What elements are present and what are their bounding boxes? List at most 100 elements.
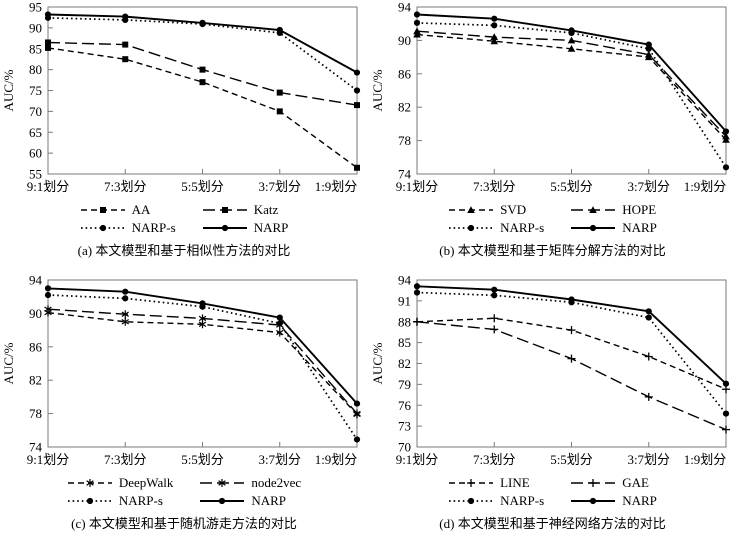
chart-a: 55 60 65 70 75 80 85 90 95 9:1划分 7:3划分 5:5划分 3:7划分 1:… [0,0,368,273]
x-tick-label: 1:9划分 [683,452,726,467]
legend-sample-solid [571,224,616,231]
series-line-NARP-s [47,294,358,440]
legend-label: node2vec [251,475,302,490]
circle-marker [413,283,420,290]
x-tick-label: 3:7划分 [627,452,670,467]
chart-c-caption: (c) 本文模型和基于随机游走方法的对比 [71,516,297,531]
legend-label: NARP-s [500,493,545,508]
circle-marker [122,295,129,302]
triangle-marker [489,33,498,41]
triangle-marker [721,132,730,140]
square-marker [45,39,51,46]
triangle-marker [467,205,475,213]
circle-marker [468,224,475,231]
y-axis-label: AUC/% [370,69,385,111]
chart-b: 74 78 82 86 90 94 9:1划分 7:3划分 5:5划分 3:7划分 1:9划分 AUC… [368,0,737,273]
chart-b-caption: (b) 本文模型和基于矩阵分解方法的对比 [439,243,666,258]
y-tick-label: 78 [29,406,42,421]
legend-sample-short-dash [67,478,112,487]
circle-marker [199,19,206,26]
y-tick-label: 91 [398,293,411,308]
asterisk-marker [218,478,227,487]
chart-c-plot: 74 78 82 86 90 94 9:1划分 7:3划分 5:5划分 3:7划分 1:9划分 AUC… [1,273,361,467]
plus-marker [589,478,598,487]
y-tick-label: 79 [398,377,411,392]
y-tick-label: 74 [398,167,412,182]
asterisk-marker [121,310,129,319]
plus-marker [644,352,653,361]
x-tick-label: 1:9划分 [683,179,726,194]
circle-marker [276,314,283,321]
y-tick-label: 85 [29,41,42,56]
circle-marker [490,292,497,299]
square-marker [199,66,206,73]
circle-marker [353,69,361,76]
legend-item-SVD: SVD [448,202,544,217]
y-tick-label: 94 [29,273,43,288]
y-tick-label: 65 [29,125,42,140]
series-line-NARP-s [47,17,358,92]
circle-marker [413,11,420,18]
square-marker [354,164,360,171]
circle-marker [722,410,729,417]
y-tick-label: 80 [29,62,42,77]
circle-marker [645,41,652,48]
legend-label: NARP-s [500,220,545,235]
y-tick-label: 82 [398,100,411,115]
legend-item-NARP-s: NARP-s [80,220,176,235]
y-tick-label: 75 [29,83,42,98]
x-tick-label: 5:5划分 [550,452,593,467]
legend-item-NARP: NARP [202,220,289,235]
circle-marker [353,87,361,94]
x-tick-label: 9:1划分 [27,452,70,467]
legend-sample-short-dash [449,205,494,213]
x-tick-label: 7:3划分 [104,452,147,467]
legend-label: HOPE [622,202,657,217]
asterisk-marker [276,328,284,337]
triangle-marker [589,205,597,213]
circle-marker [468,497,475,504]
series-line-NARP-s [416,22,727,168]
legend-label: NARP [253,220,289,235]
circle-marker [490,286,497,293]
legend-sample-long-dash [202,206,247,213]
chart-b-legend: SVD HOPE NARP-s NARP [448,202,657,235]
square-marker [122,56,129,63]
plus-marker [467,478,476,487]
asterisk-marker [198,314,207,323]
x-tick-label: 5:5划分 [181,452,224,467]
circle-marker [44,291,52,299]
legend-label: NARP [622,220,657,235]
y-tick-label: 82 [29,373,42,388]
circle-marker [413,289,420,296]
asterisk-marker [353,409,361,418]
triangle-marker [412,27,421,35]
legend-label: NARP-s [131,220,176,235]
chart-c: 74 78 82 86 90 94 9:1划分 7:3划分 5:5划分 3:7划分 1:9划分 AUC… [0,273,368,547]
circle-marker [99,224,106,231]
series-line-AA [47,47,358,169]
y-tick-label: 95 [29,0,42,15]
x-tick-label: 7:3划分 [472,452,515,467]
legend-sample-dotted [449,224,494,231]
chart-d-legend: LINE GAE NARP-s NARP [448,475,657,508]
circle-marker [413,19,420,26]
circle-marker [490,22,497,29]
square-marker [199,79,206,86]
y-tick-label: 73 [398,419,411,434]
circle-marker [645,314,652,321]
y-tick-label: 90 [29,306,42,321]
legend-label: Katz [253,202,279,217]
series-line-GAE [416,321,726,431]
y-tick-label: 70 [29,104,42,119]
plus-marker [721,425,730,434]
circle-marker [567,27,575,34]
legend-item-NARP: NARP [199,493,301,508]
y-tick-label: 88 [398,314,411,329]
plus-marker [567,354,575,363]
asterisk-marker [86,478,94,487]
square-marker [354,102,360,109]
circle-marker [590,224,597,231]
square-marker [122,41,129,48]
chart-d-plot: 70 73 76 79 82 85 88 91 94 9:1划分 7:3划分 5:5划分 3:7划分 1:… [370,273,730,467]
